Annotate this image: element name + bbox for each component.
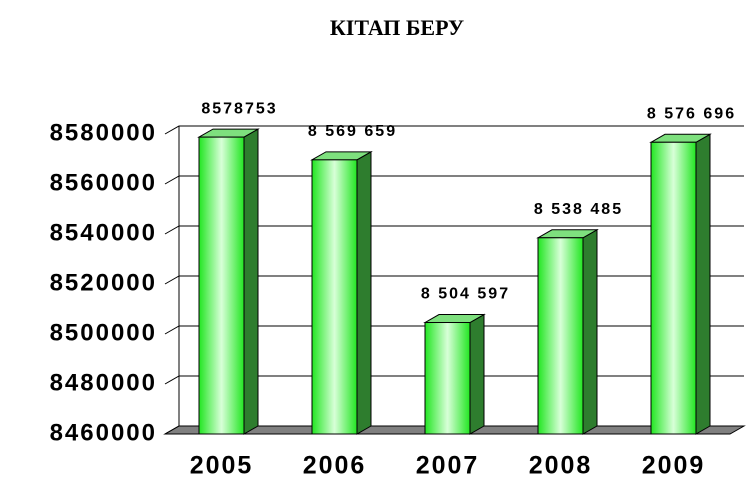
x-tick-label: 2008 xyxy=(529,452,593,480)
value-label: 8 504 597 xyxy=(421,286,510,303)
bar xyxy=(649,133,712,435)
y-tick-label: 8540000 xyxy=(50,219,157,246)
bar-front xyxy=(198,136,245,435)
bar-side xyxy=(243,128,259,435)
bar-side xyxy=(469,313,485,435)
value-label: 8 576 696 xyxy=(647,105,736,122)
bar-front xyxy=(424,322,471,435)
bar-side xyxy=(356,150,372,435)
bar-front xyxy=(650,141,697,435)
value-label: 8 538 485 xyxy=(534,201,623,218)
bar-front xyxy=(537,237,584,435)
value-label: 8578753 xyxy=(201,100,277,117)
bar-side xyxy=(582,228,598,435)
grid-line xyxy=(164,125,744,135)
bar xyxy=(310,150,373,435)
bar xyxy=(197,128,260,435)
bar xyxy=(536,228,599,435)
y-tick-label: 8460000 xyxy=(50,419,157,446)
y-tick-label: 8480000 xyxy=(50,369,157,396)
value-label: 8 569 659 xyxy=(308,123,397,140)
x-tick-label: 2006 xyxy=(303,452,367,480)
bar xyxy=(423,313,486,435)
y-tick-label: 8580000 xyxy=(50,119,157,146)
chart-title: КІТАП БЕРУ xyxy=(330,15,464,40)
x-tick-label: 2005 xyxy=(190,452,254,480)
y-tick-label: 8520000 xyxy=(50,269,157,296)
y-tick-label: 8560000 xyxy=(50,169,157,196)
grid-line xyxy=(164,225,744,235)
x-tick-label: 2009 xyxy=(642,452,706,480)
y-tick-label: 8500000 xyxy=(50,319,157,346)
bar-front xyxy=(311,159,358,435)
grid-line xyxy=(164,175,744,185)
x-tick-label: 2007 xyxy=(416,452,480,480)
bar-side xyxy=(695,133,711,435)
